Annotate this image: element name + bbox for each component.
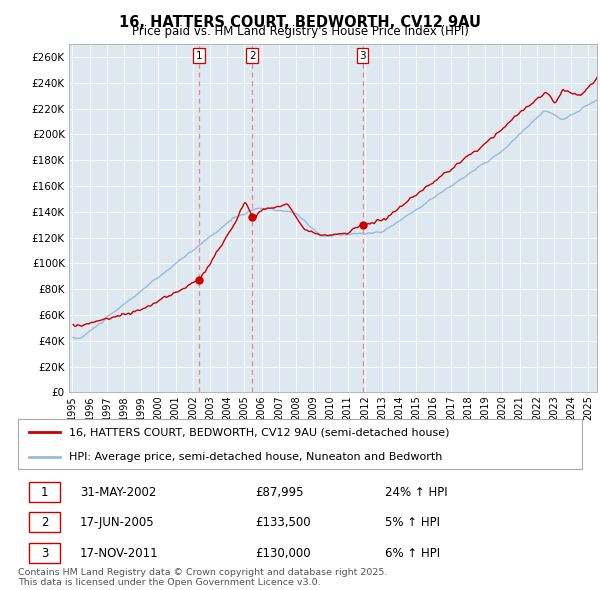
Text: 17-JUN-2005: 17-JUN-2005 bbox=[80, 516, 155, 529]
Text: 3: 3 bbox=[359, 51, 366, 61]
Text: 17-NOV-2011: 17-NOV-2011 bbox=[80, 547, 158, 560]
Text: 31-MAY-2002: 31-MAY-2002 bbox=[80, 486, 157, 499]
Text: 3: 3 bbox=[41, 547, 49, 560]
Text: HPI: Average price, semi-detached house, Nuneaton and Bedworth: HPI: Average price, semi-detached house,… bbox=[69, 452, 442, 462]
Text: 5% ↑ HPI: 5% ↑ HPI bbox=[385, 516, 440, 529]
Text: Price paid vs. HM Land Registry's House Price Index (HPI): Price paid vs. HM Land Registry's House … bbox=[131, 25, 469, 38]
Text: 6% ↑ HPI: 6% ↑ HPI bbox=[385, 547, 440, 560]
Text: 2: 2 bbox=[249, 51, 256, 61]
Text: 1: 1 bbox=[41, 486, 49, 499]
Text: 1: 1 bbox=[196, 51, 203, 61]
Text: 16, HATTERS COURT, BEDWORTH, CV12 9AU (semi-detached house): 16, HATTERS COURT, BEDWORTH, CV12 9AU (s… bbox=[69, 427, 449, 437]
Text: £87,995: £87,995 bbox=[255, 486, 304, 499]
Text: 24% ↑ HPI: 24% ↑ HPI bbox=[385, 486, 447, 499]
FancyBboxPatch shape bbox=[29, 482, 60, 502]
Text: Contains HM Land Registry data © Crown copyright and database right 2025.
This d: Contains HM Land Registry data © Crown c… bbox=[18, 568, 388, 587]
Text: 16, HATTERS COURT, BEDWORTH, CV12 9AU: 16, HATTERS COURT, BEDWORTH, CV12 9AU bbox=[119, 15, 481, 30]
Text: £130,000: £130,000 bbox=[255, 547, 311, 560]
FancyBboxPatch shape bbox=[29, 543, 60, 563]
Text: £133,500: £133,500 bbox=[255, 516, 311, 529]
Text: 2: 2 bbox=[41, 516, 49, 529]
FancyBboxPatch shape bbox=[29, 512, 60, 532]
